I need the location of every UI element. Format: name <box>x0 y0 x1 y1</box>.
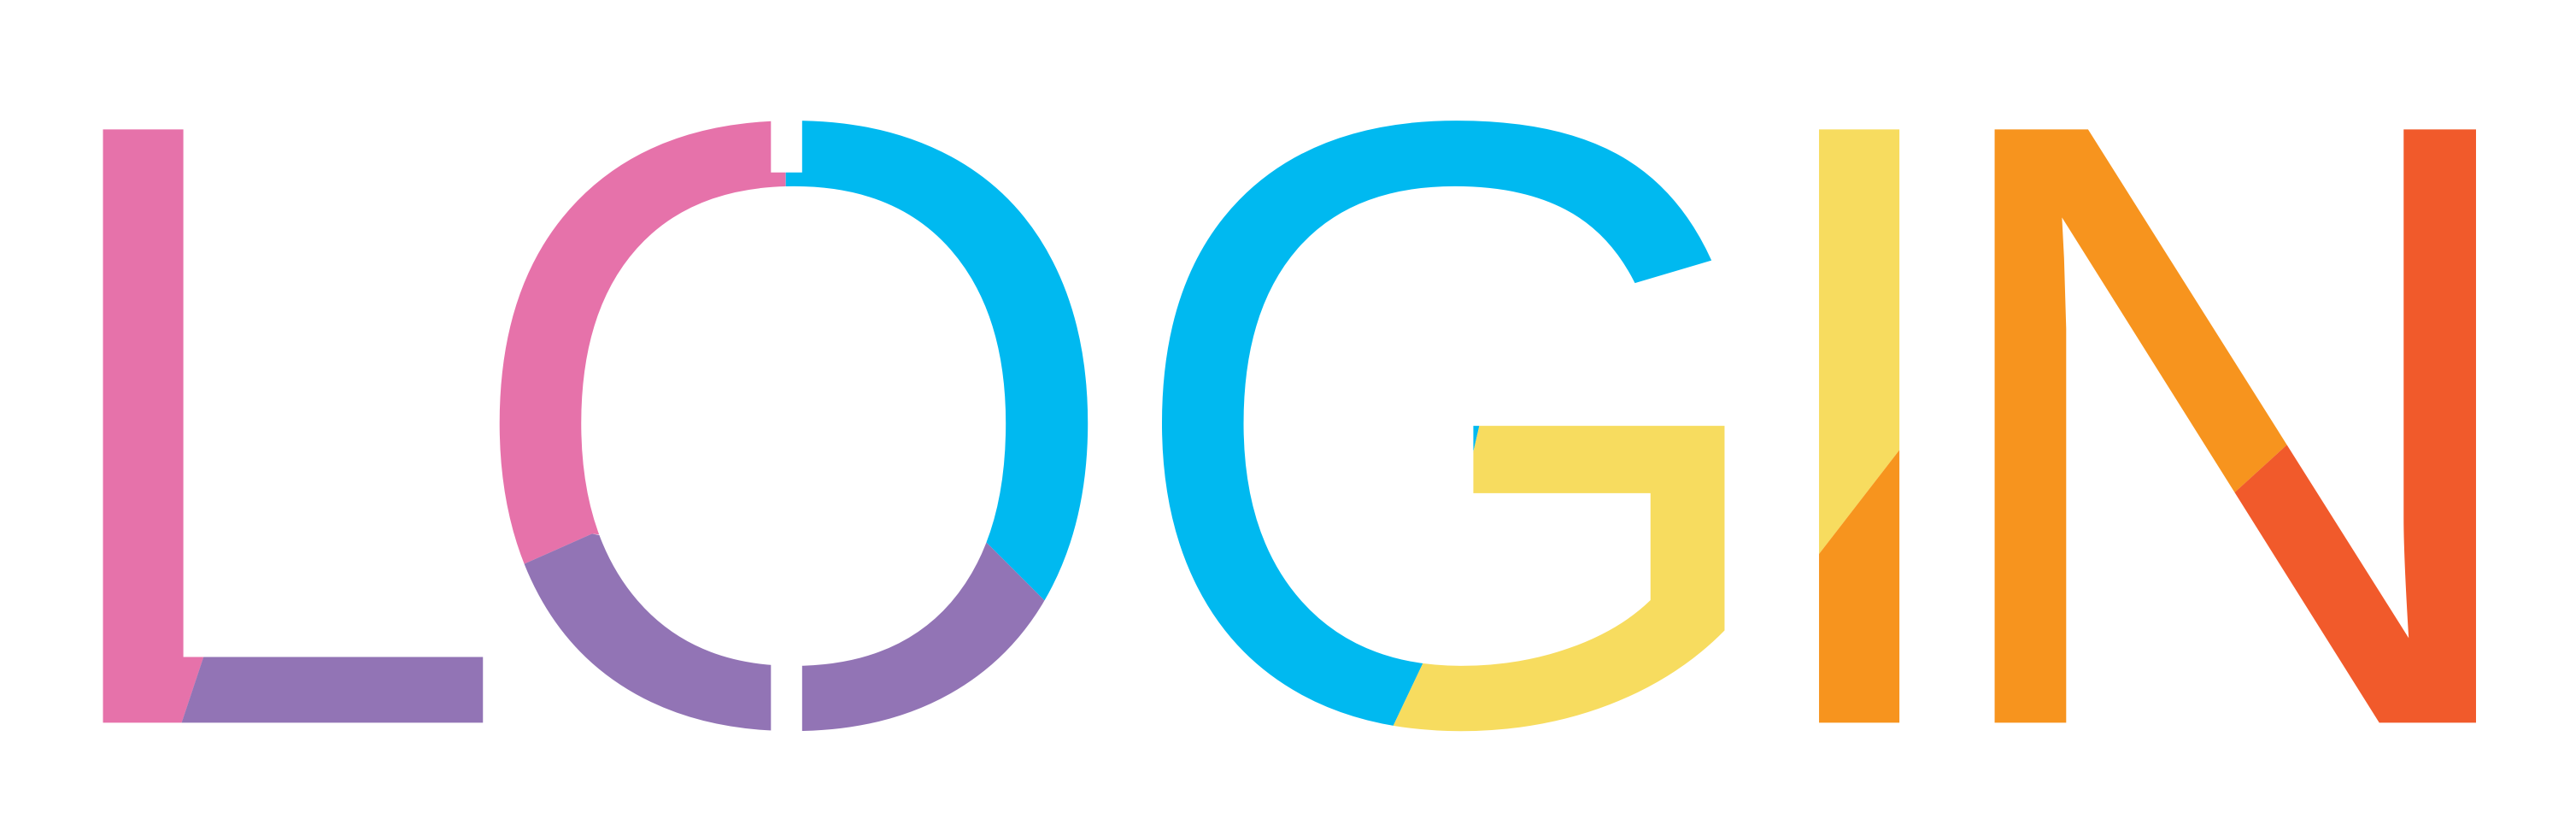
o-gap-top <box>771 65 802 173</box>
logo-letter: O <box>459 0 1130 813</box>
logo-letter: L <box>32 0 512 813</box>
logo-letter: L <box>32 0 512 813</box>
o-gap-bottom <box>771 653 802 769</box>
